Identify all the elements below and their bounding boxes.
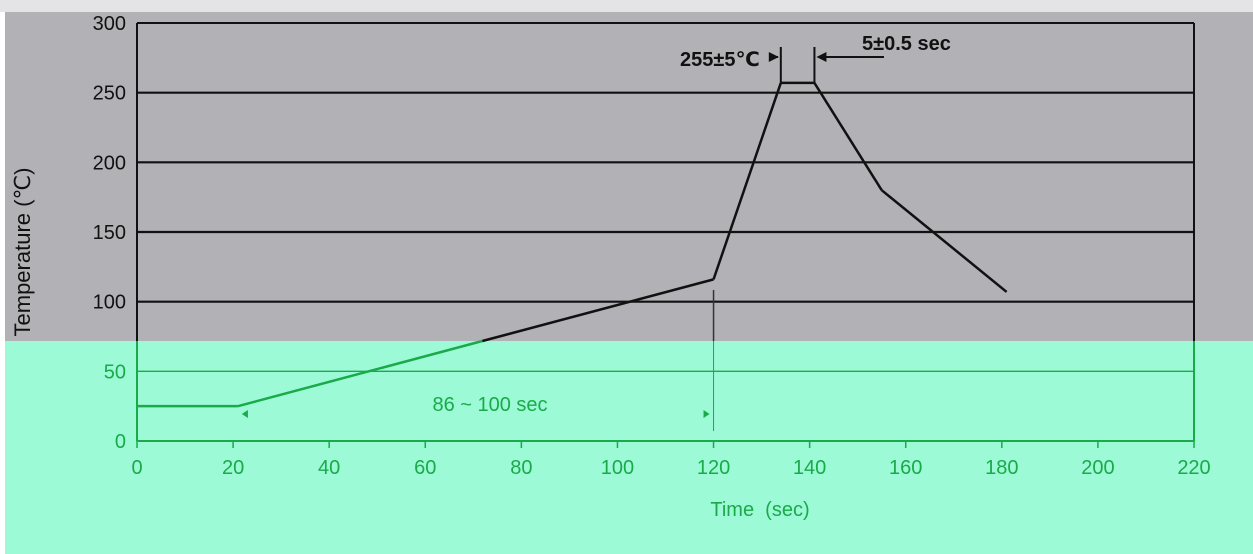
y-tick-label-50: 50 xyxy=(104,361,126,383)
peak-time-arrow-head xyxy=(816,52,827,62)
x-axis-label: Time (sec) xyxy=(710,499,809,521)
x-tick-label-200: 200 xyxy=(1081,457,1114,479)
y-tick-label-250: 250 xyxy=(93,83,126,105)
y-tick-label-200: 200 xyxy=(93,152,126,174)
preheat-duration-label: 86 ~ 100 sec xyxy=(432,394,547,416)
x-tick-label-120: 120 xyxy=(697,457,730,479)
x-tick-label-180: 180 xyxy=(985,457,1018,479)
profile-segment-5 xyxy=(880,189,1008,293)
x-tick-label-20: 20 xyxy=(222,457,244,479)
x-tick-label-40: 40 xyxy=(318,457,340,479)
preheat-start-arrow xyxy=(241,410,248,418)
y-axis-label: Temperature (℃) xyxy=(10,168,35,337)
x-tick-label-60: 60 xyxy=(414,457,436,479)
profile-segment-1b xyxy=(482,278,714,343)
y-tick-label-0: 0 xyxy=(115,431,126,453)
peak-temp-arrow-head xyxy=(768,52,779,62)
x-tick-label-100: 100 xyxy=(601,457,634,479)
series-layer xyxy=(137,81,1008,408)
y-tick-label-150: 150 xyxy=(93,222,126,244)
x-tick-label-140: 140 xyxy=(793,457,826,479)
profile-segment-1a xyxy=(237,339,483,408)
x-tick-label-220: 220 xyxy=(1177,457,1210,479)
grid-layer xyxy=(136,22,1195,442)
profile-segment-4 xyxy=(813,82,883,191)
lower-band xyxy=(5,341,1253,554)
upper-band xyxy=(5,12,1253,341)
top-strip xyxy=(0,0,1253,12)
profile-segment-2 xyxy=(712,82,782,280)
x-tick-label-160: 160 xyxy=(889,457,922,479)
x-tick-label-0: 0 xyxy=(131,457,142,479)
peak-time-label: 5±0.5 sec xyxy=(862,33,951,55)
annotation-layer xyxy=(241,47,884,431)
y-tick-label-100: 100 xyxy=(93,292,126,314)
x-tick-label-80: 80 xyxy=(510,457,532,479)
peak-temp-label: 255±5℃ xyxy=(680,49,760,71)
y-tick-label-300: 300 xyxy=(93,13,126,35)
tick-layer: 0 50 100 150 200 250 300 0 20 40 60 80 100 120 140 160 1… xyxy=(93,13,1211,479)
preheat-end-arrow xyxy=(703,410,710,418)
